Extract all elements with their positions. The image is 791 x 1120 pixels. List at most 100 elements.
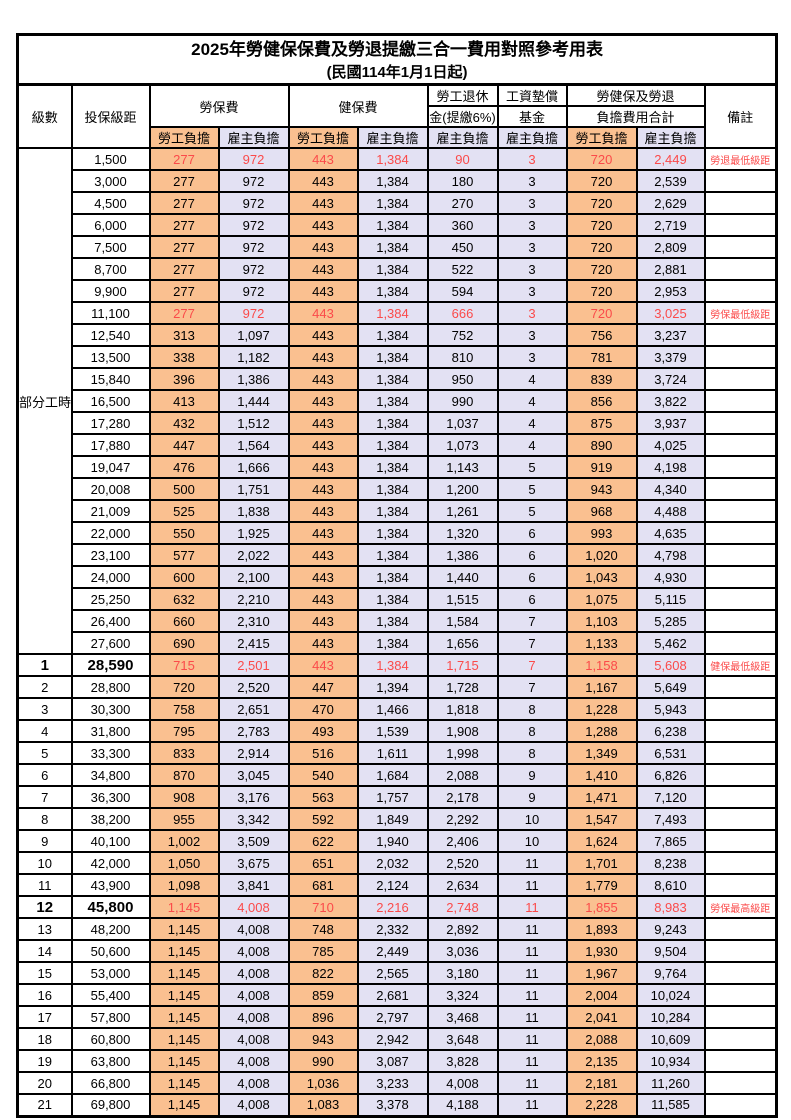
value-cell: 476 — [148, 455, 220, 479]
bracket-cell: 33,300 — [70, 741, 151, 765]
value-cell: 2,634 — [426, 873, 499, 897]
value-cell: 1,384 — [356, 565, 429, 589]
value-cell: 9,504 — [635, 939, 706, 963]
value-cell: 443 — [287, 653, 359, 677]
remark-cell: 勞退最低級距 — [703, 147, 778, 171]
value-cell: 277 — [148, 147, 220, 171]
remark-cell — [703, 873, 778, 897]
title-row: 2025年勞健保保費及勞退提繳三合一費用對照參考用表 (民國114年1月1日起) — [16, 33, 778, 86]
value-cell: 785 — [287, 939, 359, 963]
remark-cell — [703, 565, 778, 589]
table-row: 16,500 413 1,444 443 1,384 990 4 856 3,822 — [18, 389, 778, 413]
value-cell: 6,238 — [635, 719, 706, 743]
value-cell: 720 — [565, 169, 638, 193]
value-cell: 2,809 — [635, 235, 706, 259]
table-row: 25,250 632 2,210 443 1,384 1,515 6 1,075 5,115 — [18, 587, 778, 611]
value-cell: 3,045 — [217, 763, 290, 787]
value-cell: 875 — [565, 411, 638, 435]
value-cell: 795 — [148, 719, 220, 743]
value-cell: 2,520 — [217, 675, 290, 699]
remark-cell — [703, 345, 778, 369]
value-cell: 338 — [148, 345, 220, 369]
subheader-labor-employee: 勞工負擔 — [148, 126, 220, 149]
value-cell: 720 — [565, 191, 638, 215]
value-cell: 1,384 — [356, 389, 429, 413]
value-cell: 4,008 — [217, 939, 290, 963]
level-cell: 8 — [16, 807, 73, 831]
value-cell: 2,032 — [356, 851, 429, 875]
remark-cell — [703, 631, 778, 655]
table-row: 21,009 525 1,838 443 1,384 1,261 5 968 4,488 — [18, 499, 778, 523]
value-cell: 443 — [287, 147, 359, 171]
value-cell: 710 — [287, 895, 359, 919]
value-cell: 500 — [148, 477, 220, 501]
level-cell: 9 — [16, 829, 73, 853]
table-row: 14 50,600 1,145 4,008 785 2,449 3,036 11 1,930 9,… — [16, 939, 778, 963]
subheader-health-employer: 雇主負擔 — [356, 126, 429, 149]
value-cell: 443 — [287, 389, 359, 413]
value-cell: 1,036 — [287, 1071, 359, 1095]
value-cell: 1,444 — [217, 389, 290, 413]
remark-cell — [703, 1093, 778, 1117]
value-cell: 972 — [217, 191, 290, 215]
header-level: 級數 — [16, 83, 73, 149]
value-cell: 443 — [287, 609, 359, 633]
remark-cell — [703, 389, 778, 413]
value-cell: 1,075 — [565, 587, 638, 611]
value-cell: 1,384 — [356, 411, 429, 435]
table-row: 13 48,200 1,145 4,008 748 2,332 2,892 11 1,893 9,… — [16, 917, 778, 941]
value-cell: 2,178 — [426, 785, 499, 809]
remark-cell — [703, 1071, 778, 1095]
value-cell: 2,681 — [356, 983, 429, 1007]
value-cell: 2,088 — [565, 1027, 638, 1051]
remark-cell — [703, 323, 778, 347]
remark-cell — [703, 411, 778, 435]
bracket-cell: 55,400 — [70, 983, 151, 1007]
value-cell: 2,783 — [217, 719, 290, 743]
value-cell: 447 — [148, 433, 220, 457]
table-row: 9,900 277 972 443 1,384 594 3 720 2,953 — [18, 279, 778, 303]
value-cell: 563 — [287, 785, 359, 809]
value-cell: 1,145 — [148, 895, 220, 919]
value-cell: 3,180 — [426, 961, 499, 985]
remark-cell — [703, 675, 778, 699]
value-cell: 950 — [426, 367, 499, 391]
value-cell: 3 — [496, 257, 568, 281]
value-cell: 2,914 — [217, 741, 290, 765]
table-row: 12 45,800 1,145 4,008 710 2,216 2,748 11 1,855 8,… — [16, 895, 778, 919]
header-remark: 備註 — [703, 83, 778, 149]
value-cell: 6 — [496, 587, 568, 611]
value-cell: 7 — [496, 653, 568, 677]
value-cell: 5,943 — [635, 697, 706, 721]
value-cell: 11 — [496, 917, 568, 941]
bracket-cell: 34,800 — [70, 763, 151, 787]
value-cell: 6 — [496, 565, 568, 589]
remark-cell — [703, 587, 778, 611]
remark-cell — [703, 543, 778, 567]
bracket-cell: 3,000 — [70, 169, 151, 193]
remark-cell — [703, 961, 778, 985]
value-cell: 7 — [496, 631, 568, 655]
remark-cell — [703, 917, 778, 941]
value-cell: 2,228 — [565, 1093, 638, 1117]
value-cell: 1,384 — [356, 301, 429, 325]
bracket-cell: 8,700 — [70, 257, 151, 281]
value-cell: 4,008 — [217, 1005, 290, 1029]
value-cell: 972 — [217, 257, 290, 281]
value-cell: 8 — [496, 697, 568, 721]
value-cell: 1,893 — [565, 917, 638, 941]
value-cell: 450 — [426, 235, 499, 259]
value-cell: 781 — [565, 345, 638, 369]
value-cell: 1,384 — [356, 213, 429, 237]
value-cell: 896 — [287, 1005, 359, 1029]
value-cell: 1,261 — [426, 499, 499, 523]
value-cell: 443 — [287, 367, 359, 391]
value-cell: 890 — [565, 433, 638, 457]
remark-cell — [703, 279, 778, 303]
value-cell: 1,940 — [356, 829, 429, 853]
table-row: 6,000 277 972 443 1,384 360 3 720 2,719 — [18, 213, 778, 237]
value-cell: 11 — [496, 1071, 568, 1095]
page-subtitle: (民國114年1月1日起) — [326, 63, 468, 81]
table-row: 23,100 577 2,022 443 1,384 1,386 6 1,020 4,798 — [18, 543, 778, 567]
value-cell: 4,340 — [635, 477, 706, 501]
